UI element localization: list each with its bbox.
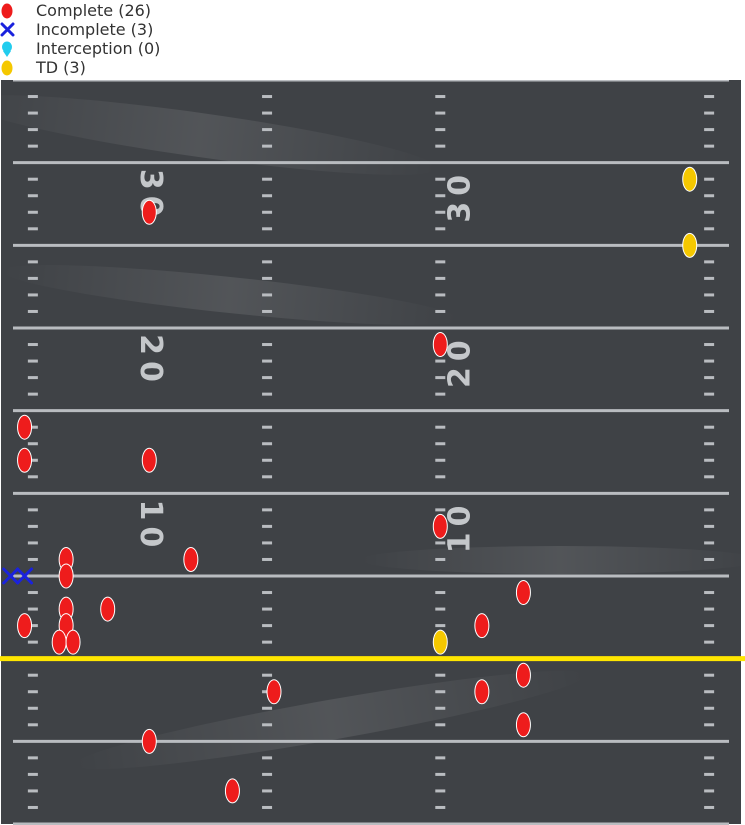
td-marker — [682, 232, 698, 258]
legend-item-incomplete: Incomplete (3) — [0, 20, 260, 39]
complete-marker — [474, 679, 490, 705]
incomplete-marker — [16, 567, 34, 585]
legend: Complete (26) Incomplete (3) Interceptio… — [0, 0, 260, 80]
complete-marker — [432, 332, 448, 358]
complete-marker — [65, 629, 81, 655]
complete-marker — [58, 563, 74, 589]
complete-marker — [100, 596, 116, 622]
field-streak — [1, 265, 459, 325]
field-streak — [73, 670, 587, 770]
td-marker — [682, 166, 698, 192]
complete-marker — [183, 546, 199, 572]
field-streak — [0, 95, 438, 175]
complete-marker — [266, 679, 282, 705]
legend-label-complete: Complete (26) — [36, 1, 152, 20]
complete-marker — [515, 712, 531, 738]
legend-item-interception: Interception (0) — [0, 39, 260, 58]
legend-label-td: TD (3) — [36, 58, 86, 77]
complete-marker — [474, 613, 490, 639]
legend-label-interception: Interception (0) — [36, 39, 161, 58]
legend-item-td: TD (3) — [0, 58, 260, 77]
complete-marker — [515, 580, 531, 606]
complete-marker — [224, 778, 240, 804]
complete-marker — [432, 513, 448, 539]
cyan-arrow-icon — [2, 41, 12, 57]
complete-marker — [17, 447, 33, 473]
red-oval-icon — [1, 3, 13, 19]
yard-number: 10 — [443, 500, 478, 554]
incomplete-marker — [2, 567, 20, 585]
field-streak — [360, 546, 745, 574]
yard-number: 20 — [443, 334, 478, 388]
complete-marker — [141, 447, 157, 473]
complete-marker — [17, 414, 33, 440]
yard-number: 10 — [133, 500, 168, 554]
td-marker — [432, 629, 448, 655]
legend-label-incomplete: Incomplete (3) — [36, 20, 154, 39]
blue-x-icon — [0, 22, 15, 37]
yard-number: 30 — [443, 169, 478, 223]
complete-marker — [141, 728, 157, 754]
complete-marker — [515, 662, 531, 688]
complete-marker — [51, 629, 67, 655]
complete-marker — [17, 613, 33, 639]
complete-marker — [141, 199, 157, 225]
yellow-oval-icon — [1, 60, 13, 76]
yard-number: 20 — [133, 334, 168, 388]
legend-item-complete: Complete (26) — [0, 1, 260, 20]
